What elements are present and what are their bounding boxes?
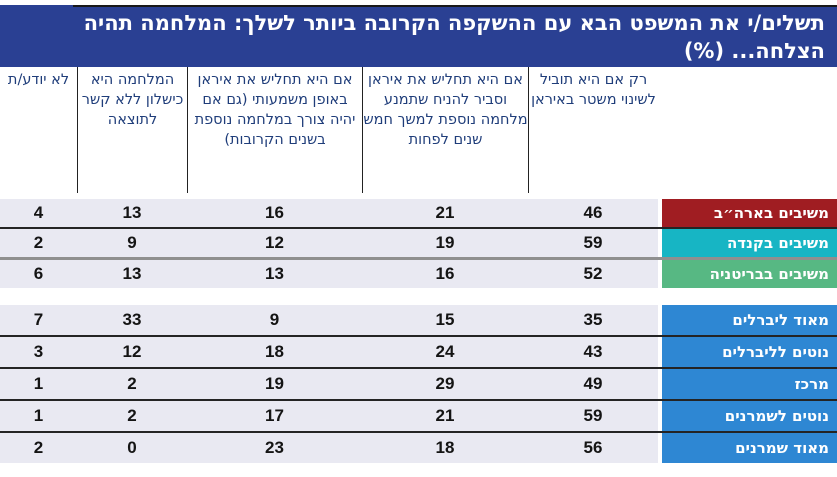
table-row-lean-conservative: נוטים לשמרנים 59 21 17 2 1 <box>0 401 837 433</box>
value-cell: 17 <box>187 401 362 431</box>
value-cell: 21 <box>362 401 528 431</box>
value-cell: 2 <box>0 433 77 463</box>
table-header-row: רק אם היא תוביל לשינוי משטר באיראן אם הי… <box>0 67 837 193</box>
column-header-regime-change: רק אם היא תוביל לשינוי משטר באיראן <box>528 67 658 193</box>
column-header-war-failure: המלחמה היא כישלון ללא קשר לתוצאה <box>77 67 187 193</box>
value-cell: 18 <box>362 433 528 463</box>
value-cell: 19 <box>362 229 528 257</box>
chart-title-line1: תשלים/י את המשפט הבא עם ההשקפה הקרובה בי… <box>83 11 825 35</box>
value-cell: 2 <box>77 401 187 431</box>
table-row-lean-liberal: נוטים לליברלים 43 24 18 12 3 <box>0 337 837 369</box>
row-gap <box>658 337 662 367</box>
country-rows-group: משיבים בארה״ב 46 21 16 13 4 משיבים בקנדה… <box>0 199 837 288</box>
value-cell: 12 <box>187 229 362 257</box>
value-cell: 12 <box>77 337 187 367</box>
ideology-rows-group: מאוד ליברלים 35 15 9 33 7 נוטים לליברלים… <box>0 305 837 463</box>
header-gap <box>658 67 662 193</box>
value-cell: 21 <box>362 199 528 227</box>
value-cell: 16 <box>362 260 528 288</box>
value-cell: 18 <box>187 337 362 367</box>
table-row-uk: משיבים בבריטניה 52 16 13 13 6 <box>0 260 837 288</box>
row-label: משיבים בבריטניה <box>662 260 837 288</box>
value-cell: 0 <box>77 433 187 463</box>
value-cell: 43 <box>528 337 658 367</box>
table-row-usa: משיבים בארה״ב 46 21 16 13 4 <box>0 199 837 229</box>
row-gap <box>658 433 662 463</box>
value-cell: 59 <box>528 229 658 257</box>
value-cell: 35 <box>528 305 658 335</box>
value-cell: 49 <box>528 369 658 399</box>
row-label: משיבים בקנדה <box>662 229 837 257</box>
value-cell: 7 <box>0 305 77 335</box>
table-row-canada: משיבים בקנדה 59 19 12 9 2 <box>0 229 837 260</box>
value-cell: 19 <box>187 369 362 399</box>
row-gap <box>658 401 662 431</box>
value-cell: 13 <box>77 199 187 227</box>
row-label: נוטים לשמרנים <box>662 401 837 431</box>
row-label: מרכז <box>662 369 837 399</box>
value-cell: 4 <box>0 199 77 227</box>
column-header-weaken-significantly: אם היא תחליש את איראן באופן משמעותי (גם … <box>187 67 362 193</box>
value-cell: 13 <box>77 260 187 288</box>
value-cell: 3 <box>0 337 77 367</box>
column-header-weaken-prevent-war: אם היא תחליש את איראן וסביר להניח שתמנע … <box>362 67 528 193</box>
row-label: מאוד שמרנים <box>662 433 837 463</box>
value-cell: 52 <box>528 260 658 288</box>
survey-results-table: רק אם היא תוביל לשינוי משטר באיראן אם הי… <box>0 67 837 463</box>
row-label: משיבים בארה״ב <box>662 199 837 227</box>
value-cell: 23 <box>187 433 362 463</box>
row-gap <box>658 199 662 227</box>
chart-title-line2: הצלחה... (%) <box>683 39 825 63</box>
survey-table-page: { "title": { "line1": "תשלים/י את המשפט … <box>0 5 837 477</box>
table-row-very-conservative: מאוד שמרנים 56 18 23 0 2 <box>0 433 837 463</box>
table-row-very-liberal: מאוד ליברלים 35 15 9 33 7 <box>0 305 837 337</box>
chart-title: תשלים/י את המשפט הבא עם ההשקפה הקרובה בי… <box>0 5 837 67</box>
value-cell: 16 <box>187 199 362 227</box>
value-cell: 1 <box>0 401 77 431</box>
value-cell: 24 <box>362 337 528 367</box>
value-cell: 46 <box>528 199 658 227</box>
row-label: מאוד ליברלים <box>662 305 837 335</box>
value-cell: 2 <box>77 369 187 399</box>
value-cell: 6 <box>0 260 77 288</box>
value-cell: 15 <box>362 305 528 335</box>
column-header-dont-know: לא יודע/ת <box>7 72 70 88</box>
value-cell: 1 <box>0 369 77 399</box>
row-label: נוטים לליברלים <box>662 337 837 367</box>
value-cell: 59 <box>528 401 658 431</box>
value-cell: 2 <box>0 229 77 257</box>
row-gap <box>658 260 662 288</box>
row-gap <box>658 369 662 399</box>
row-gap <box>658 305 662 335</box>
row-gap <box>658 229 662 257</box>
value-cell: 56 <box>528 433 658 463</box>
value-cell: 29 <box>362 369 528 399</box>
table-row-center: מרכז 49 29 19 2 1 <box>0 369 837 401</box>
value-cell: 9 <box>77 229 187 257</box>
value-cell: 9 <box>187 305 362 335</box>
value-cell: 13 <box>187 260 362 288</box>
value-cell: 33 <box>77 305 187 335</box>
top-border-line <box>73 5 837 7</box>
header-spacer <box>662 67 837 193</box>
